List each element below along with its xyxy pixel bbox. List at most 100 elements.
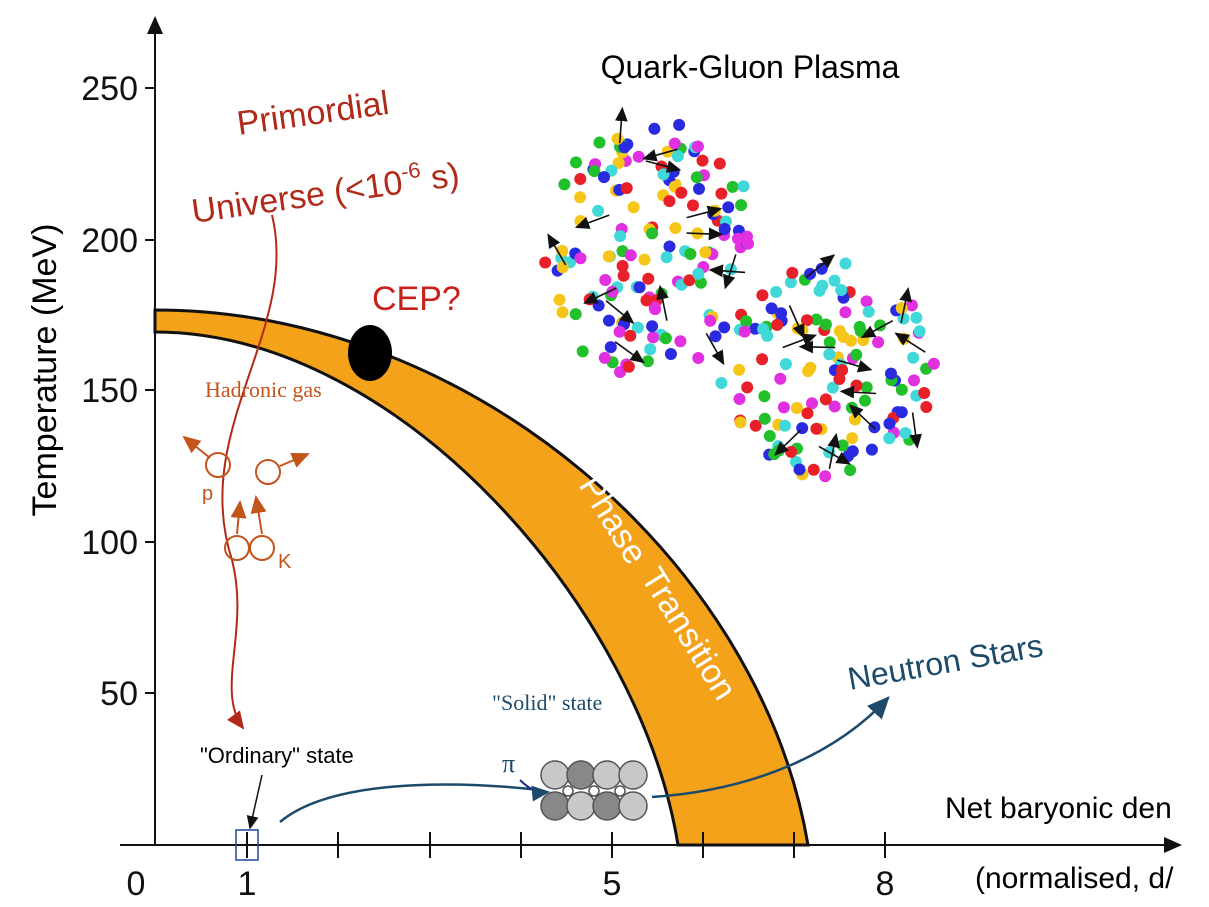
particle xyxy=(663,240,676,253)
particle xyxy=(669,222,682,235)
particle xyxy=(693,182,705,195)
particle xyxy=(648,301,661,314)
x-tick-label: 8 xyxy=(876,865,895,903)
gluon-arrow xyxy=(827,432,840,469)
particle xyxy=(604,341,617,354)
particle xyxy=(618,141,631,154)
particle xyxy=(828,400,841,413)
particle xyxy=(770,285,783,298)
x-tick-label: 5 xyxy=(603,865,622,903)
particle xyxy=(850,348,863,361)
universe-label: Universe (<10-6 s) xyxy=(189,152,462,231)
y-tick-label: 200 xyxy=(81,222,138,260)
particle xyxy=(722,201,735,214)
gluon-arrow xyxy=(583,287,617,304)
proton-label: p xyxy=(202,483,213,505)
particle xyxy=(756,353,769,366)
neutron-stars-label: Neutron Stars xyxy=(845,627,1046,697)
particle xyxy=(614,230,627,243)
gluon-arrow xyxy=(547,233,567,266)
particle xyxy=(646,320,659,333)
solid-state-label: "Solid" state xyxy=(492,690,602,715)
particle xyxy=(885,367,897,380)
gluon-arrow xyxy=(839,385,877,399)
particle xyxy=(668,137,681,150)
particle xyxy=(713,157,726,170)
particle xyxy=(895,302,908,315)
gluon-arrow xyxy=(774,429,801,456)
particle xyxy=(910,311,923,324)
particle xyxy=(756,289,769,302)
particle xyxy=(835,284,848,296)
particle xyxy=(715,187,728,200)
particle xyxy=(735,199,748,212)
particle xyxy=(749,419,762,432)
particle xyxy=(833,325,846,338)
y-tick-label: 150 xyxy=(81,372,138,410)
particle xyxy=(622,360,635,373)
particle xyxy=(844,464,857,477)
particle xyxy=(807,463,820,476)
particle xyxy=(569,308,582,321)
particle xyxy=(687,199,699,212)
particle xyxy=(907,351,920,364)
x-axis-sublabel: (normalised, d/ xyxy=(975,862,1174,895)
gluon-arrow xyxy=(818,445,851,465)
particle xyxy=(738,325,751,338)
particle xyxy=(895,406,908,419)
y-tick-label: 100 xyxy=(81,524,138,562)
particle xyxy=(899,427,912,440)
particle xyxy=(588,165,601,178)
particle xyxy=(765,302,778,315)
particle xyxy=(758,390,771,403)
cep-label: CEP? xyxy=(372,280,461,318)
y-tick-label: 50 xyxy=(100,675,138,713)
particle xyxy=(734,416,747,429)
particle xyxy=(647,331,660,344)
particle xyxy=(556,306,569,319)
particle xyxy=(763,430,776,442)
particle xyxy=(846,432,859,445)
gluon-arrow xyxy=(806,254,836,278)
particle xyxy=(905,299,918,312)
gluon-arrow xyxy=(899,287,912,324)
hadronic-label: Hadronic gas xyxy=(205,377,322,402)
particle xyxy=(627,201,640,214)
particle xyxy=(779,358,792,371)
x-axis-label: Net baryonic den xyxy=(945,792,1172,825)
primordial-label: Primordial xyxy=(235,84,392,143)
particle xyxy=(598,171,610,184)
gluon-arrow xyxy=(909,412,922,449)
neutron-arrow xyxy=(651,696,890,799)
gluon-arrow xyxy=(686,205,723,219)
particle xyxy=(603,314,615,327)
particle xyxy=(663,195,676,208)
particle xyxy=(908,374,920,387)
particle xyxy=(810,313,823,326)
particle xyxy=(793,463,806,476)
hadron-icons xyxy=(182,435,310,561)
particle xyxy=(692,267,705,280)
particle xyxy=(539,256,552,269)
particle xyxy=(576,345,589,358)
particle xyxy=(810,422,823,435)
gluon-arrow xyxy=(645,160,682,173)
particle xyxy=(897,312,910,325)
particle xyxy=(741,381,754,394)
particle xyxy=(862,305,875,318)
particle xyxy=(826,381,839,394)
particle xyxy=(775,307,788,320)
particle xyxy=(883,417,896,430)
gluon-arrow xyxy=(656,284,669,321)
particle xyxy=(673,118,686,131)
particle xyxy=(598,351,611,364)
particle xyxy=(737,180,750,193)
particle xyxy=(620,182,633,195)
gluon-arrow xyxy=(614,341,645,364)
particle xyxy=(836,364,849,377)
gluon-arrow xyxy=(860,319,894,339)
cep-point xyxy=(348,325,392,381)
particle xyxy=(761,329,774,342)
particle xyxy=(779,419,791,432)
particle xyxy=(675,186,688,199)
